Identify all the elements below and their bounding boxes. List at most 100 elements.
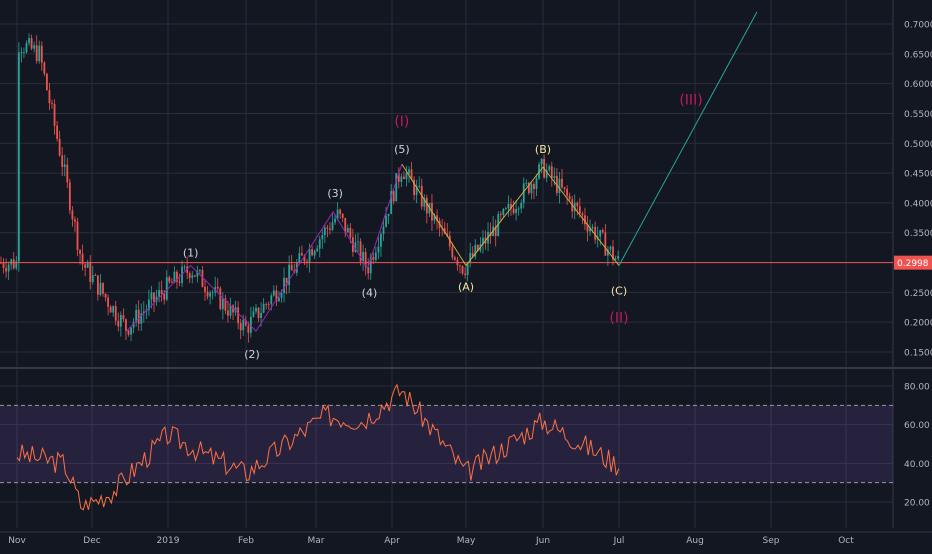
candle-body xyxy=(581,213,584,216)
candle-body xyxy=(153,292,155,302)
x-tick-label: Jul xyxy=(613,536,625,546)
candle-body xyxy=(191,275,194,278)
candle-body xyxy=(459,265,461,267)
candle-body xyxy=(576,202,579,207)
candle-body xyxy=(494,226,497,236)
wave-label: (A) xyxy=(458,281,474,294)
corrective-wave-line xyxy=(401,163,620,267)
oscillator-y-tick-label: 60.00 xyxy=(904,421,930,431)
candle-body xyxy=(130,327,132,335)
candle-body xyxy=(418,185,421,187)
candle-body xyxy=(119,315,122,327)
candle-body xyxy=(482,237,484,245)
x-tick-label: Aug xyxy=(686,536,704,546)
candle-body xyxy=(415,186,418,195)
candle-body xyxy=(56,125,58,139)
candle-body xyxy=(114,306,117,321)
candle-body xyxy=(433,215,436,221)
candle-body xyxy=(12,259,15,269)
candle-body xyxy=(176,271,178,282)
candle-body xyxy=(568,195,571,200)
candle-body xyxy=(601,230,604,233)
wave-label: (1) xyxy=(183,247,199,260)
candle-body xyxy=(278,297,280,302)
candle-body xyxy=(362,252,364,262)
candle-body xyxy=(397,173,400,182)
candle-body xyxy=(591,226,594,229)
candle-body xyxy=(443,228,446,234)
candle-body xyxy=(550,166,553,178)
candle-body xyxy=(331,222,334,230)
candle-body xyxy=(283,277,285,294)
candle-body xyxy=(617,255,619,259)
candle-body xyxy=(7,264,10,272)
candle-body xyxy=(321,235,324,240)
wave-label: (5) xyxy=(394,143,410,156)
candle-body xyxy=(329,228,331,230)
x-tick-label: Nov xyxy=(8,536,26,546)
x-tick-label: Sep xyxy=(763,536,780,546)
wave-label: (2) xyxy=(244,348,260,361)
candle-body xyxy=(323,227,326,236)
candle-body xyxy=(561,178,563,188)
candle-body xyxy=(466,263,469,275)
candle-body xyxy=(390,191,393,214)
candle-body xyxy=(244,320,247,326)
candle-body xyxy=(517,208,520,210)
candle-body xyxy=(413,179,415,195)
candle-body xyxy=(122,315,125,320)
candle-body xyxy=(199,270,201,271)
x-tick-label: Oct xyxy=(838,536,854,546)
candle-body xyxy=(142,311,145,314)
candle-body xyxy=(502,208,505,215)
candle-body xyxy=(46,73,48,91)
candle-body xyxy=(380,234,382,247)
candle-body xyxy=(193,275,196,277)
candle-body xyxy=(387,213,390,216)
candle-body xyxy=(257,307,260,319)
candle-body xyxy=(298,253,301,263)
candle-body xyxy=(216,286,219,289)
candle-body xyxy=(104,293,107,298)
candle-body xyxy=(423,197,426,207)
candle-body xyxy=(66,164,69,183)
candle-body xyxy=(448,235,451,247)
candle-body xyxy=(573,202,576,212)
candle-body xyxy=(336,209,339,219)
candle-body xyxy=(71,210,74,220)
candle-body xyxy=(28,38,30,44)
oscillator-y-tick-label: 20.00 xyxy=(904,499,930,509)
candle-body xyxy=(285,277,288,286)
candle-body xyxy=(306,261,308,263)
x-tick-label: 2019 xyxy=(157,536,180,546)
candle-body xyxy=(158,290,160,297)
candle-body xyxy=(170,281,173,283)
candle-body xyxy=(275,290,278,302)
candle-body xyxy=(403,176,405,179)
candle-body xyxy=(548,166,551,171)
projection-line xyxy=(618,11,758,266)
candle-body xyxy=(566,188,568,196)
candle-body xyxy=(178,281,181,283)
candle-body xyxy=(563,187,566,189)
candle-body xyxy=(81,253,84,265)
candle-body xyxy=(604,232,607,256)
candle-body xyxy=(272,290,275,296)
candle-body xyxy=(132,322,135,328)
candle-body xyxy=(204,287,206,292)
candle-body xyxy=(38,45,41,62)
candle-body xyxy=(250,316,252,333)
candle-body xyxy=(535,178,538,190)
candle-body xyxy=(58,138,61,156)
candle-body xyxy=(267,304,270,305)
candle-body xyxy=(211,292,214,294)
candle-body xyxy=(369,256,372,274)
candle-body xyxy=(150,292,153,300)
candle-body xyxy=(10,259,13,265)
last-price-label: 0.2998 xyxy=(897,259,929,269)
